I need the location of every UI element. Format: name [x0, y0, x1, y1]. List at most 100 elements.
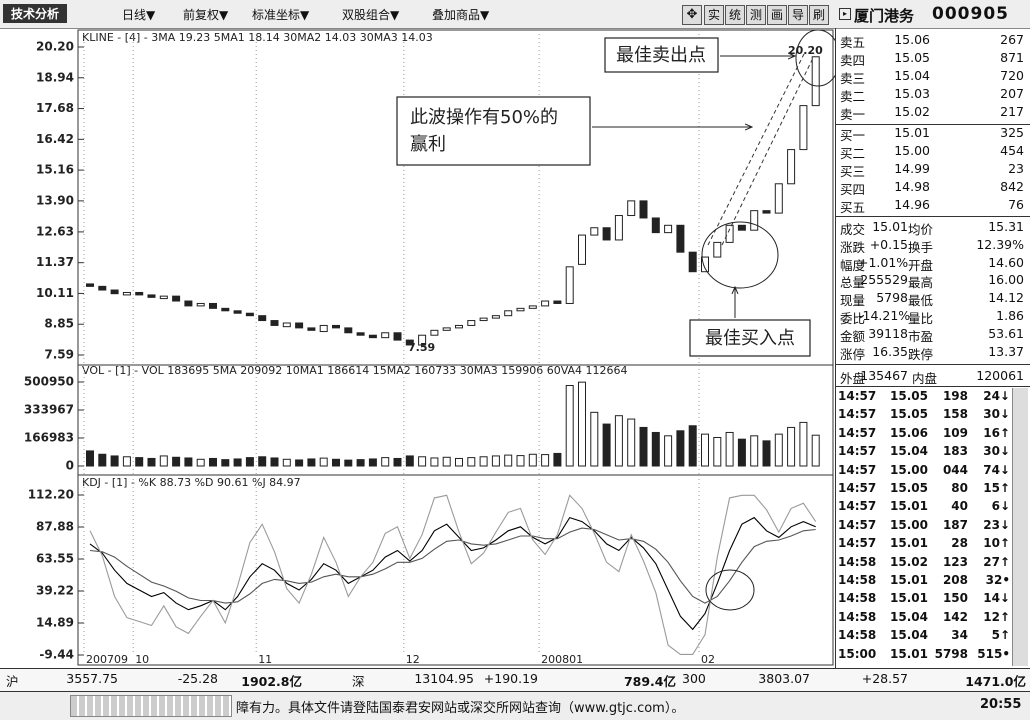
trade-row: 14:57	[838, 425, 877, 440]
trade-row: 15.01	[890, 591, 928, 606]
sell-row: 卖一	[840, 107, 866, 122]
panel-icon: ▸	[839, 8, 851, 20]
trade-row: 6↓	[991, 499, 1010, 514]
tool-button[interactable]: 实	[704, 5, 724, 25]
menu-item[interactable]: 双股组合▼	[342, 8, 400, 22]
volume-bar	[418, 456, 427, 467]
menu-item[interactable]: 叠加商品▼	[432, 8, 490, 22]
menu-item[interactable]: 日线▼	[122, 8, 156, 22]
candle-body	[627, 200, 636, 217]
index-item: 789.4亿	[623, 674, 676, 689]
sell-row: 15.03	[894, 86, 930, 101]
candle-body	[245, 312, 254, 317]
stat-row: 换手	[908, 239, 934, 255]
y-tick-label: 7.59	[44, 348, 74, 362]
candle-body	[221, 307, 230, 312]
candle-body	[762, 210, 771, 214]
callout-box	[689, 319, 811, 357]
sell-row: 卖二	[840, 89, 866, 104]
buy-row: 15.00	[894, 143, 930, 158]
trend-line	[721, 59, 813, 246]
trade-row: 23↓	[983, 517, 1010, 532]
kdj-line	[89, 527, 816, 604]
tool-button[interactable]: 导	[788, 5, 808, 25]
y-tick-label: 14.89	[36, 615, 74, 629]
menu-item[interactable]: 前复权▼	[183, 8, 229, 22]
volume-bar	[713, 436, 722, 467]
candle-body	[578, 234, 586, 265]
stat-row: +0.15	[869, 236, 908, 252]
volume-bar	[295, 459, 304, 467]
sell-row: 15.02	[894, 104, 930, 119]
kdj-circle	[705, 569, 755, 611]
stat-row: 255529	[860, 272, 908, 288]
y-tick-label: 87.88	[36, 519, 74, 533]
volume-bar	[344, 459, 353, 467]
trade-row: 10↑	[983, 536, 1010, 551]
status-time: 20:55	[980, 697, 1022, 712]
stat-row: 16.35	[872, 343, 908, 359]
candle-body	[799, 105, 808, 151]
volume-bar	[368, 458, 377, 467]
stat-row: 幅度	[840, 257, 866, 273]
y-tick-label: 16.42	[36, 132, 74, 146]
volume-bar	[491, 455, 500, 467]
tool-button[interactable]: 测	[746, 5, 766, 25]
trade-row: 15.04	[890, 609, 928, 624]
trade-row: 24↓	[983, 389, 1010, 403]
volume-bar	[737, 438, 746, 467]
buy-row: 买五	[840, 200, 866, 215]
callout-box	[396, 96, 591, 166]
candle-body	[504, 310, 513, 317]
panel-header: KDJ - [1] - %K 88.73 %D 90.61 %J 84.97	[82, 476, 301, 489]
stat-row: 15.31	[988, 219, 1024, 234]
volume-bar	[233, 458, 242, 467]
y-tick-label: 39.22	[36, 583, 74, 597]
sell-row: 267	[1000, 32, 1024, 47]
candle-body	[135, 291, 144, 296]
trade-row: 30↓	[983, 444, 1010, 459]
trade-row: 14:58	[838, 573, 877, 587]
stat-row: 5798	[876, 290, 908, 306]
y-tick-label: 20.20	[36, 40, 74, 54]
index-item: 13104.95	[414, 671, 474, 686]
tool-button[interactable]: 画	[767, 5, 787, 25]
outer-inner: 内盘	[912, 371, 938, 386]
x-tick-label: 11	[258, 653, 272, 666]
volume-bar	[245, 457, 254, 467]
move-icon[interactable]: ✥	[682, 5, 702, 25]
trade-row: 15.01	[890, 536, 928, 551]
candle-body	[110, 289, 119, 295]
trade-row: 15.06	[890, 425, 928, 440]
trade-row: 5↑	[991, 628, 1010, 643]
tool-button[interactable]: 刷	[809, 5, 829, 25]
stat-row: 最高	[908, 275, 934, 291]
y-tick-label: -9.44	[39, 648, 74, 662]
trade-row: 15.02	[890, 554, 928, 569]
trade-row: 14:57	[838, 407, 877, 422]
menu-item[interactable]: 标准坐标▼	[252, 8, 310, 22]
sell-row: 871	[1000, 50, 1024, 65]
stat-row: 14.60	[988, 254, 1024, 270]
sell-row: 720	[1000, 68, 1024, 83]
trade-row: 150	[942, 591, 968, 606]
candle-body	[258, 315, 267, 322]
volume-bar	[135, 457, 144, 467]
scrollbar[interactable]	[1012, 388, 1028, 666]
volume-bar	[307, 458, 316, 467]
buy-row: 14.96	[894, 197, 930, 212]
ticker-text: 障有力。具体文件请登陆国泰君安网站或深交所网站查询（www.gtjc.com）。	[236, 701, 685, 716]
candle-body	[701, 256, 709, 273]
tool-button[interactable]: 统	[725, 5, 745, 25]
sell-row: 207	[1000, 86, 1024, 101]
stat-row: 总量	[840, 275, 866, 291]
candle-body	[639, 200, 648, 219]
y-tick-label: 500950	[24, 375, 74, 389]
candle-body	[455, 324, 463, 329]
toolbar-button[interactable]: 技术分析	[3, 4, 68, 23]
volume-bar	[787, 426, 796, 467]
stat-row: 跌停	[908, 346, 934, 362]
buy-row: 14.98	[894, 179, 930, 194]
sell-row: 卖五	[840, 35, 866, 50]
y-tick-label: 13.90	[36, 193, 74, 207]
